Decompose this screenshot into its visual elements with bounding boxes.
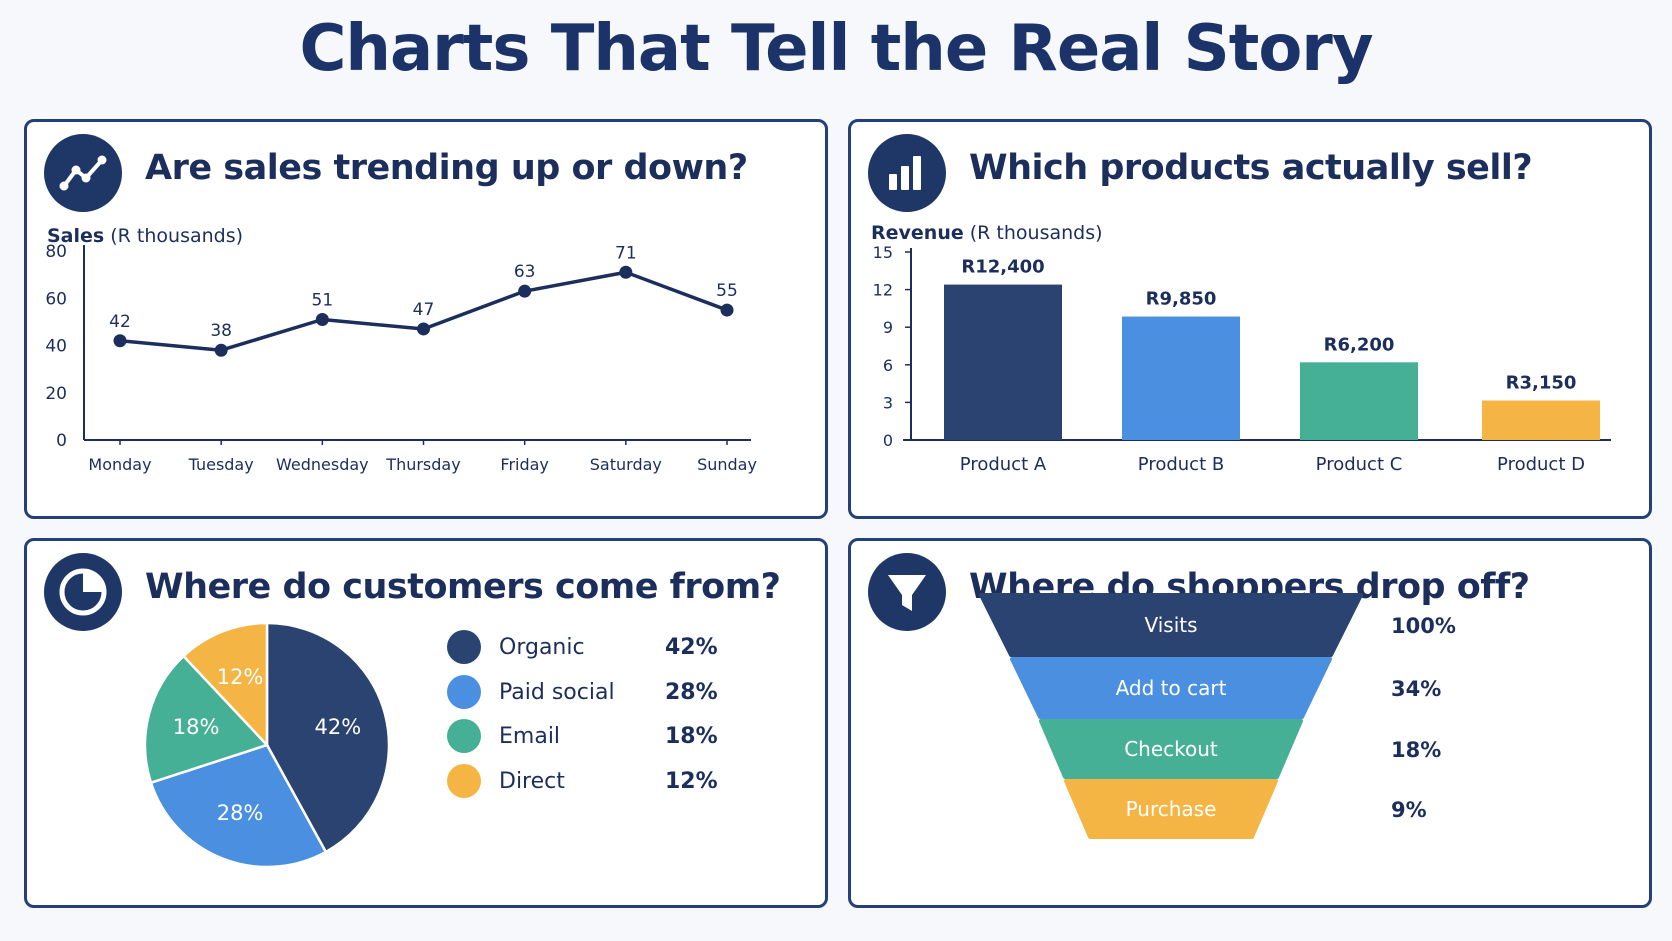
funnel-stage-value: 34% (1391, 677, 1441, 701)
legend-label: Paid social (499, 680, 615, 705)
y-tick-label: 40 (45, 337, 67, 357)
data-label: 55 (716, 281, 738, 301)
x-tick-label: Product B (1138, 454, 1224, 475)
data-point (315, 313, 329, 327)
data-label: 63 (514, 262, 536, 282)
bar (944, 284, 1062, 440)
data-point (214, 343, 228, 357)
pie-slice (149, 743, 328, 869)
sales-trend-panel: Are sales trending up or down? Sales (R … (24, 119, 828, 519)
bar (1122, 316, 1240, 440)
y-tick-label: 15 (873, 243, 893, 262)
products-y-axis-label: Revenue (R thousands) (871, 222, 1103, 244)
pie-slice (143, 654, 270, 785)
x-tick-label: Tuesday (188, 455, 254, 474)
y-tick-label: 0 (883, 431, 893, 450)
legend-label: Email (499, 724, 561, 749)
products-panel-title: Which products actually sell? (969, 148, 1533, 188)
x-tick-label: Saturday (590, 455, 662, 474)
funnel-stage-label: Visits (1144, 613, 1197, 637)
legend-value: 18% (665, 724, 718, 749)
bar (1300, 362, 1418, 440)
data-point (720, 303, 734, 317)
y-tick-label: 3 (883, 393, 893, 412)
slice-label: 28% (217, 801, 264, 825)
data-label: 42 (109, 312, 131, 332)
legend-value: 42% (665, 635, 718, 660)
funnel-stage (1039, 719, 1303, 779)
data-point (417, 322, 430, 336)
legend-swatch (447, 764, 481, 798)
funnel-stage (979, 593, 1363, 657)
funnel-panel: Where do shoppers drop off? Visits 100% Ad… (848, 538, 1652, 908)
data-label: 38 (210, 321, 232, 341)
sales-line-chart: 0 20 40 60 80 42 Monday 38 Tuesday 51 Wednesday 47 T… (45, 242, 757, 474)
bar-value-label: R3,150 (1506, 373, 1577, 394)
legend-item: Email 18% (447, 717, 747, 757)
y-tick-label: 20 (45, 384, 67, 404)
pie-slice (265, 621, 391, 854)
slice-label: 42% (315, 715, 362, 739)
legend-item: Paid social 28% (447, 673, 747, 713)
x-tick-label: Product A (960, 454, 1047, 475)
dropoff-funnel-chart: Visits 100% Add to cart 34% Checkout 18% Purch… (979, 593, 1456, 839)
sources-panel: Where do customers come from? 42% 28% 18% 1… (24, 538, 828, 908)
data-label: 51 (312, 291, 334, 311)
bar-value-label: R9,850 (1146, 289, 1217, 310)
bar-value-label: R12,400 (961, 257, 1044, 278)
legend-swatch (447, 630, 481, 664)
x-tick-label: Monday (88, 455, 151, 474)
revenue-bar-chart: 0 3 6 9 12 15 R12,400 Product A R9,850 Product B R… (873, 243, 1611, 475)
y-tick-label: 6 (883, 356, 893, 375)
legend-value: 12% (665, 769, 718, 794)
x-tick-label: Product C (1316, 454, 1403, 475)
bar-chart-icon (868, 134, 946, 212)
legend-item: Organic 42% (447, 628, 747, 668)
legend-item: Direct 12% (447, 762, 747, 802)
products-panel: Which products actually sell? Revenue (R… (848, 119, 1652, 519)
legend-swatch (447, 719, 481, 753)
y-tick-label: 9 (883, 318, 893, 337)
data-point (619, 265, 633, 279)
trend-panel-title: Are sales trending up or down? (145, 148, 748, 188)
bar (1482, 400, 1600, 440)
funnel-stage (1010, 657, 1332, 719)
funnel-stage-label: Checkout (1124, 737, 1218, 761)
legend-label: Organic (499, 635, 585, 660)
funnel-stage-value: 18% (1391, 738, 1441, 762)
funnel-stage-label: Purchase (1126, 797, 1217, 821)
legend-value: 28% (665, 680, 718, 705)
pie-chart-icon (44, 553, 122, 631)
sources-panel-title: Where do customers come from? (145, 567, 781, 607)
data-point (518, 284, 532, 298)
funnel-stage-label: Add to cart (1116, 676, 1227, 700)
pie-slice (181, 621, 269, 749)
y-tick-label: 60 (45, 289, 67, 309)
x-tick-label: Sunday (697, 455, 757, 474)
legend-swatch (447, 675, 481, 709)
x-tick-label: Product D (1497, 454, 1585, 475)
funnel-stage (1064, 779, 1278, 839)
x-tick-label: Wednesday (276, 455, 369, 474)
funnel-icon (868, 553, 946, 631)
legend-label: Direct (499, 769, 565, 794)
line-chart-icon (44, 134, 122, 212)
bar-value-label: R6,200 (1324, 334, 1395, 355)
y-tick-label: 0 (56, 431, 67, 451)
funnel-stage-value: 100% (1391, 614, 1456, 638)
y-tick-label: 80 (45, 242, 67, 262)
data-label: 47 (413, 300, 435, 320)
trend-y-axis-label: Sales (R thousands) (47, 225, 244, 247)
slice-label: 18% (173, 715, 220, 739)
x-tick-label: Friday (500, 455, 549, 474)
data-label: 71 (615, 243, 637, 263)
page-title: Charts That Tell the Real Story (299, 12, 1373, 86)
sources-pie-chart: 42% 28% 18% 12% (143, 621, 391, 869)
y-tick-label: 12 (873, 281, 893, 300)
funnel-stage-value: 9% (1391, 798, 1427, 822)
x-tick-label: Thursday (385, 455, 460, 474)
slice-label: 12% (217, 665, 264, 689)
data-point (113, 334, 127, 348)
